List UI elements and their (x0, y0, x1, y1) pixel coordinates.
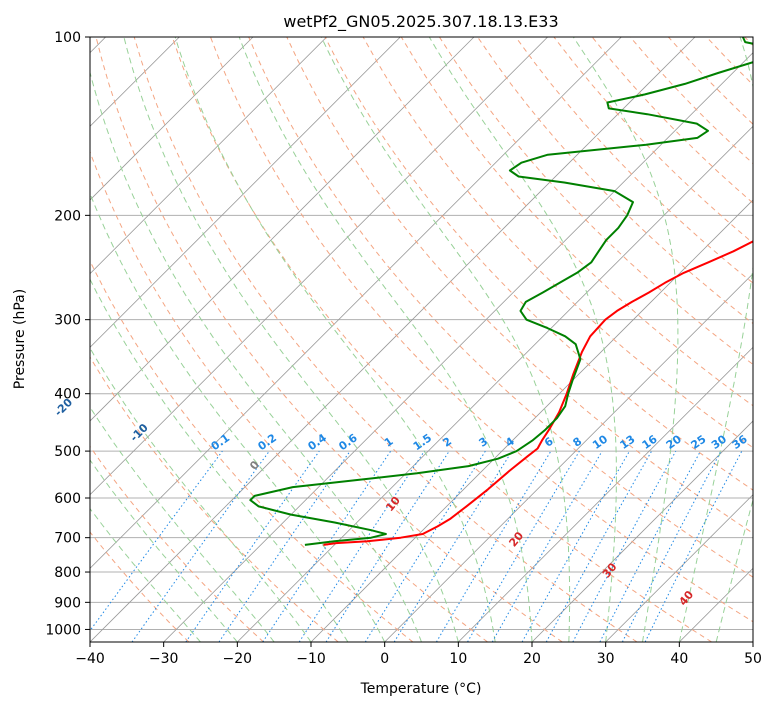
dry-adiabat-line (90, 445, 264, 642)
dry-adiabat-line (515, 37, 753, 284)
moist-adiabat-line (678, 37, 753, 642)
x-tick-label: 20 (523, 651, 541, 667)
dry-adiabat-line (90, 356, 339, 642)
x-tick-label: 50 (744, 651, 762, 667)
x-axis-label: Temperature (°C) (360, 681, 482, 697)
x-tick-label: 10 (449, 651, 467, 667)
dry-adiabat-line (248, 37, 753, 578)
moist-adiabat-line (90, 459, 238, 642)
mixing-ratio-line (185, 450, 320, 642)
dry-adiabat-line (133, 37, 638, 642)
mixing-ratio-line (325, 450, 450, 642)
x-tick-label: 40 (670, 651, 688, 667)
y-tick-label: 1000 (45, 622, 81, 638)
mixing-ratio-line (521, 450, 630, 642)
plot-frame (89, 36, 754, 643)
isotherm-line (90, 37, 475, 422)
dry-adiabat-line (400, 37, 753, 407)
y-tick-label: 100 (54, 30, 81, 46)
dewpoint-profile-line (249, 37, 753, 546)
moist-adiabat-line (90, 347, 312, 642)
moist-adiabat-line (320, 37, 571, 642)
moist-adiabat-line (174, 37, 496, 642)
x-axis-ticks: −40 −30 −20 −10 0 10 20 30 40 50 (75, 642, 762, 667)
moist-adiabat-line (123, 37, 459, 642)
moist-adiabat-line (90, 70, 422, 642)
mixing-ratio-line (90, 450, 223, 632)
x-tick-label: −30 (149, 651, 179, 667)
y-tick-label: 800 (54, 565, 81, 581)
background-grid (90, 37, 753, 642)
isotherm-line (90, 37, 622, 569)
mixing-ratio-line (644, 450, 743, 642)
moist-adiabat-line (238, 37, 533, 642)
y-tick-label: 300 (54, 313, 81, 329)
mixing-ratio-line (572, 450, 677, 642)
moist-adiabat-line (715, 497, 753, 642)
chart-title: wetPf2_GN05.2025.307.18.13.E33 (283, 12, 558, 32)
dry-adiabat-line (210, 37, 753, 623)
y-axis-ticks: 1000 900 800 700 600 500 400 300 200 100 (45, 30, 90, 638)
temperature-profile-line (323, 240, 753, 546)
dry-adiabat-line (438, 37, 753, 366)
dry-adiabat-line (286, 37, 753, 534)
mixing-ratio-line (131, 450, 270, 642)
dry-adiabat-line (90, 259, 414, 642)
isotherm-line (384, 273, 753, 642)
x-tick-label: 30 (597, 651, 615, 667)
mixing-ratio-line (298, 450, 425, 642)
isotherm-line (90, 37, 401, 348)
x-tick-label: −10 (296, 651, 326, 667)
isotherm-line (90, 37, 548, 496)
x-tick-label: 0 (380, 651, 389, 667)
isotherm-line (90, 37, 254, 201)
mixing-ratio-line (545, 450, 653, 642)
y-tick-label: 400 (54, 387, 81, 403)
y-axis-label: Pressure (hPa) (12, 289, 28, 389)
y-tick-label: 600 (54, 491, 81, 507)
mixing-ratio-line (393, 450, 513, 642)
isotherm-line (605, 494, 753, 642)
dry-adiabat-line (95, 37, 563, 642)
dry-adiabat-line (90, 531, 190, 642)
moist-adiabat-line (90, 278, 349, 642)
x-tick-label: −20 (223, 651, 253, 667)
isotherm-line (531, 420, 753, 642)
isotherm-line (458, 346, 753, 642)
isotherm-line (90, 37, 327, 275)
y-tick-label: 700 (54, 531, 81, 547)
mixing-ratio-line (218, 450, 351, 642)
y-tick-label: 900 (54, 595, 81, 611)
moist-adiabat-line (572, 37, 679, 642)
isotherm-line (163, 52, 753, 642)
y-tick-label: 500 (54, 444, 81, 460)
x-tick-label: −40 (75, 651, 105, 667)
dry-adiabat-line (171, 37, 712, 642)
moist-adiabat-line (90, 507, 201, 642)
profile-lines (249, 37, 753, 546)
moist-adiabat-line (428, 37, 617, 642)
y-tick-label: 200 (54, 208, 81, 224)
moist-adiabat-line (90, 406, 275, 642)
dry-adiabat-line (90, 150, 488, 642)
mixing-ratio-line (262, 450, 392, 642)
